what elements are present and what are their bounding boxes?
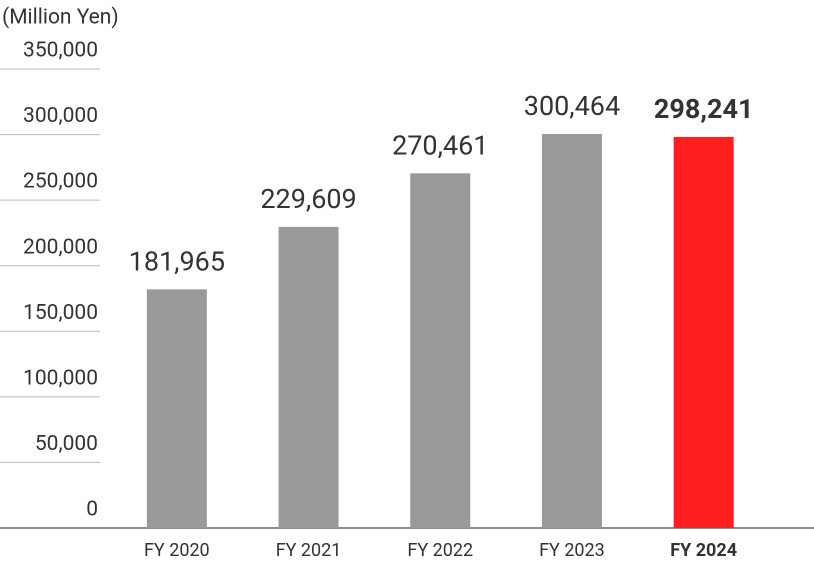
x-tick-label: FY 2020 — [144, 540, 210, 561]
y-tick-label: 350,000 — [23, 39, 98, 63]
x-tick-label: FY 2023 — [539, 540, 605, 561]
x-tick-label: FY 2024 — [670, 540, 737, 561]
value-label: 229,609 — [260, 183, 356, 215]
bar — [410, 173, 471, 528]
y-tick-label: 150,000 — [23, 301, 98, 325]
x-tick-label: FY 2022 — [407, 540, 473, 561]
value-label: 298,241 — [654, 93, 754, 125]
y-tick-label: 50,000 — [35, 432, 98, 456]
value-label: 300,464 — [524, 90, 620, 122]
y-tick-label: 250,000 — [23, 170, 98, 194]
value-label: 270,461 — [392, 129, 488, 161]
bar — [541, 133, 602, 528]
y-tick-label: 100,000 — [23, 366, 98, 390]
bar — [146, 289, 207, 528]
y-tick-label: 0 — [86, 498, 98, 522]
y-axis-label: (Million Yen) — [2, 6, 119, 30]
x-tick-label: FY 2021 — [276, 540, 342, 561]
value-label: 181,965 — [129, 245, 225, 277]
bar — [673, 136, 734, 528]
bar — [278, 226, 339, 528]
y-tick-label: 200,000 — [23, 235, 98, 259]
y-tick-label: 300,000 — [23, 104, 98, 128]
